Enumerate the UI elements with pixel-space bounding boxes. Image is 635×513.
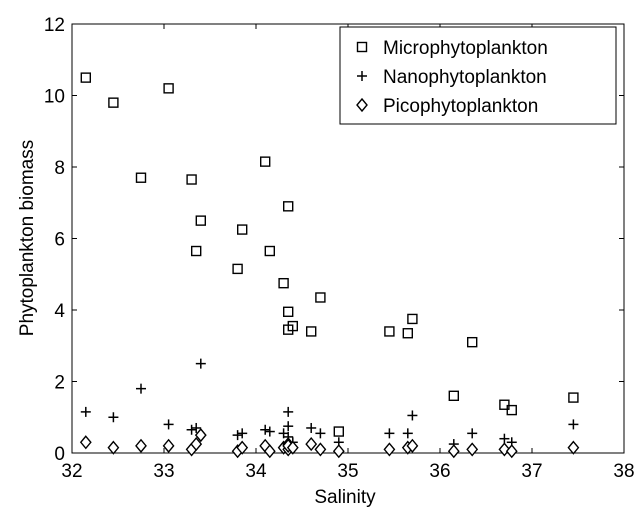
microphytoplankton-point — [384, 326, 395, 337]
x-tick-label: 34 — [245, 461, 267, 482]
x-tick-label: 35 — [337, 461, 358, 482]
microphytoplankton-point — [283, 306, 294, 317]
microphytoplankton-point — [402, 328, 413, 339]
microphytoplankton-point — [407, 313, 418, 325]
data-points — [79, 72, 580, 459]
series-microphytoplankton — [80, 72, 579, 437]
y-tick-label: 0 — [54, 444, 65, 465]
microphytoplankton-point — [448, 390, 459, 401]
y-tick-label: 4 — [54, 301, 65, 322]
legend-label-microphytoplankton: Microphytoplankton — [383, 38, 548, 59]
legend-box — [339, 26, 617, 125]
picophytoplankton-point — [505, 444, 518, 459]
picophytoplankton-point — [162, 438, 175, 453]
nanophytoplankton-point — [163, 419, 174, 430]
microphytoplankton-point — [306, 326, 317, 337]
nanophytoplankton-point — [467, 428, 478, 439]
picophytoplankton-point — [466, 442, 479, 457]
microphytoplankton-point — [108, 97, 119, 108]
y-tick-label: 12 — [44, 15, 65, 36]
nanophytoplankton-point — [108, 412, 119, 423]
legend-marker-microphytoplankton — [356, 41, 368, 53]
microphytoplankton-point — [467, 336, 478, 348]
microphytoplankton-point — [163, 83, 174, 94]
microphytoplankton-point — [506, 404, 517, 416]
nanophytoplankton-point — [499, 433, 510, 444]
microphytoplankton-point — [315, 292, 326, 303]
microphytoplankton-point — [283, 201, 294, 212]
nanophytoplankton-point — [306, 422, 317, 433]
picophytoplankton-point — [332, 444, 345, 459]
x-tick-label: 32 — [61, 461, 82, 482]
nanophytoplankton-point — [402, 428, 413, 439]
microphytoplankton-point — [499, 399, 510, 410]
x-tick-label: 36 — [429, 461, 450, 482]
microphytoplankton-point — [568, 392, 579, 403]
picophytoplankton-point — [107, 440, 120, 455]
picophytoplankton-point — [567, 440, 580, 455]
microphytoplankton-point — [190, 245, 202, 257]
legend-marker-nanophytoplankton — [357, 71, 367, 81]
nanophytoplankton-point — [80, 406, 91, 417]
nanophytoplankton-point — [384, 428, 395, 439]
microphytoplankton-point — [278, 277, 289, 289]
series-nanophytoplankton — [80, 358, 579, 450]
picophytoplankton-point — [314, 442, 327, 457]
nanophytoplankton-point — [283, 421, 294, 432]
microphytoplankton-point — [236, 224, 248, 235]
x-tick-label: 37 — [521, 461, 542, 482]
microphytoplankton-point — [232, 263, 243, 275]
nanophytoplankton-point — [237, 428, 248, 439]
nanophytoplankton-point — [136, 383, 146, 394]
nanophytoplankton-point — [195, 358, 206, 369]
nanophytoplankton-point — [232, 430, 243, 441]
x-tick-label: 33 — [153, 461, 174, 482]
y-tick-label: 8 — [54, 158, 65, 179]
legend: Microphytoplankton Nanophytoplankton Picop… — [339, 26, 617, 125]
microphytoplankton-point — [333, 426, 344, 437]
picophytoplankton-point — [236, 440, 249, 455]
picophytoplankton-point — [447, 444, 460, 459]
picophytoplankton-point — [305, 436, 318, 452]
picophytoplankton-point — [135, 438, 147, 453]
nanophytoplankton-point — [186, 424, 197, 435]
picophytoplankton-point — [286, 440, 299, 455]
picophytoplankton-point — [383, 442, 396, 457]
microphytoplankton-point — [195, 215, 207, 226]
microphytoplankton-point — [260, 156, 271, 167]
legend-label-picophytoplankton: Picophytoplankton — [383, 96, 538, 117]
legend-marker-picophytoplankton — [356, 97, 368, 113]
picophytoplankton-point — [194, 428, 207, 443]
nanophytoplankton-point — [407, 410, 418, 421]
y-axis-label: Phytoplankton biomass — [17, 140, 38, 336]
picophytoplankton-point — [79, 435, 92, 450]
nanophytoplankton-point — [283, 406, 294, 417]
nanophytoplankton-point — [264, 426, 275, 437]
microphytoplankton-point — [264, 245, 275, 257]
picophytoplankton-point — [263, 444, 276, 459]
nanophytoplankton-point — [568, 419, 579, 430]
nanophytoplankton-point — [191, 422, 202, 433]
x-axis: 32 33 34 35 36 37 38 — [61, 24, 635, 482]
microphytoplankton-point — [287, 320, 298, 332]
microphytoplankton-point — [135, 172, 147, 183]
legend-label-nanophytoplankton: Nanophytoplankton — [383, 67, 547, 88]
picophytoplankton-point — [406, 438, 419, 453]
x-axis-label: Salinity — [314, 487, 376, 508]
x-tick-label: 38 — [613, 461, 634, 482]
series-picophytoplankton — [79, 428, 580, 459]
y-tick-label: 2 — [54, 373, 65, 394]
microphytoplankton-point — [186, 174, 197, 185]
nanophytoplankton-point — [260, 424, 271, 435]
picophytoplankton-point — [190, 436, 203, 452]
y-tick-label: 6 — [54, 230, 65, 251]
nanophytoplankton-point — [315, 428, 326, 439]
microphytoplankton-point — [80, 72, 92, 83]
y-tick-label: 10 — [44, 87, 65, 108]
y-axis: 0 2 4 6 8 10 12 — [44, 15, 624, 465]
